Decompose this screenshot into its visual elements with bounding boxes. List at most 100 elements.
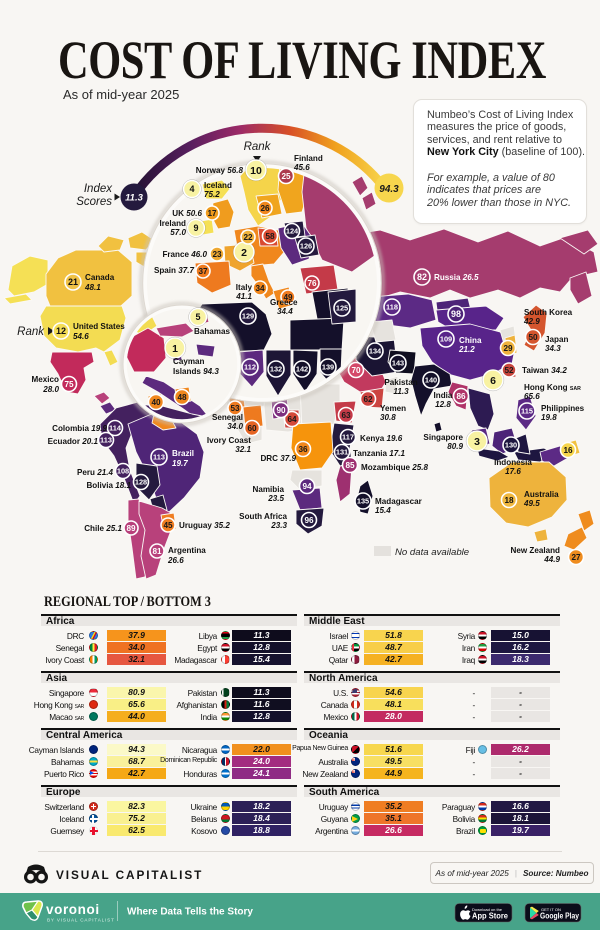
svg-text:94: 94: [302, 482, 312, 491]
svg-text:90: 90: [276, 406, 286, 415]
svg-text:15.4: 15.4: [375, 506, 391, 515]
svg-text:48.1: 48.1: [84, 283, 101, 292]
svg-text:49.5: 49.5: [523, 499, 540, 508]
svg-text:No data available: No data available: [395, 547, 469, 558]
svg-text:Australia: Australia: [524, 490, 559, 499]
svg-text:Bahamas: Bahamas: [194, 327, 230, 336]
svg-text:118: 118: [386, 303, 398, 312]
svg-text:Ecuador 20.1: Ecuador 20.1: [48, 437, 99, 446]
svg-text:16: 16: [563, 446, 573, 455]
svg-text:Rank: Rank: [244, 141, 272, 153]
svg-text:Italy: Italy: [236, 283, 253, 292]
svg-text:Senegal: Senegal: [212, 413, 243, 422]
svg-text:9: 9: [193, 223, 198, 233]
svg-text:32.1: 32.1: [235, 445, 251, 454]
svg-text:UK 50.6: UK 50.6: [172, 209, 202, 218]
svg-text:BY VISUAL CAPITALIST: BY VISUAL CAPITALIST: [47, 918, 115, 923]
svg-text:17.6: 17.6: [505, 467, 521, 476]
svg-text:France 46.0: France 46.0: [162, 250, 207, 259]
svg-text:United States: United States: [73, 322, 125, 331]
svg-text:22: 22: [243, 233, 253, 242]
svg-text:26: 26: [260, 204, 270, 213]
svg-text:App Store: App Store: [472, 912, 509, 921]
svg-text:Index: Index: [84, 183, 113, 195]
svg-text:19.7: 19.7: [172, 459, 188, 468]
svg-text:18: 18: [504, 496, 514, 505]
svg-text:Philippines: Philippines: [541, 404, 585, 413]
svg-text:45: 45: [163, 521, 173, 530]
svg-text:37: 37: [198, 267, 208, 276]
svg-text:Islands 94.3: Islands 94.3: [173, 367, 219, 376]
svg-text:Ireland: Ireland: [159, 219, 186, 228]
svg-text:124: 124: [286, 227, 299, 236]
svg-text:India: India: [434, 391, 453, 400]
svg-text:27: 27: [571, 553, 581, 562]
svg-text:34.3: 34.3: [545, 344, 561, 353]
svg-text:112: 112: [244, 363, 256, 372]
svg-text:Rank: Rank: [17, 326, 45, 338]
svg-text:142: 142: [296, 365, 308, 374]
svg-text:82: 82: [417, 272, 427, 282]
svg-text:South Africa: South Africa: [239, 512, 287, 521]
svg-text:11.3: 11.3: [393, 387, 409, 396]
svg-text:58: 58: [265, 232, 275, 241]
svg-text:Madagascar: Madagascar: [375, 497, 423, 506]
svg-text:117: 117: [342, 433, 354, 442]
svg-text:143: 143: [392, 359, 404, 368]
svg-text:41.1: 41.1: [235, 292, 252, 301]
svg-text:Bolivia 18.1: Bolivia 18.1: [86, 481, 131, 490]
svg-text:130: 130: [505, 441, 517, 450]
svg-text:128: 128: [135, 478, 147, 487]
svg-text:63: 63: [341, 411, 351, 420]
svg-text:89: 89: [126, 524, 136, 533]
svg-text:Colombia 19.9: Colombia 19.9: [52, 424, 107, 433]
svg-text:Mexico: Mexico: [32, 375, 59, 384]
svg-text:30.8: 30.8: [380, 413, 396, 422]
svg-text:DRC 37.9: DRC 37.9: [260, 454, 296, 463]
svg-text:126: 126: [300, 242, 312, 251]
svg-text:Ivory Coast: Ivory Coast: [207, 436, 251, 445]
svg-text:Finland: Finland: [294, 154, 323, 163]
svg-text:Greece: Greece: [270, 298, 298, 307]
svg-text:Mozambique 25.8: Mozambique 25.8: [361, 463, 429, 472]
svg-text:23.5: 23.5: [267, 494, 284, 503]
svg-text:Iceland: Iceland: [204, 181, 232, 190]
svg-text:1: 1: [172, 343, 178, 355]
svg-text:2: 2: [241, 247, 247, 259]
svg-text:Canada: Canada: [85, 273, 115, 282]
svg-text:Russia 26.5: Russia 26.5: [434, 273, 479, 282]
svg-text:75: 75: [64, 380, 74, 389]
svg-text:6: 6: [490, 375, 496, 387]
svg-text:3: 3: [474, 436, 480, 448]
svg-text:140: 140: [425, 376, 437, 385]
svg-text:65.6: 65.6: [524, 392, 540, 401]
svg-text:26.6: 26.6: [167, 556, 184, 565]
svg-text:86: 86: [456, 392, 466, 401]
svg-text:70: 70: [351, 366, 361, 375]
svg-text:5: 5: [195, 312, 200, 322]
svg-text:48: 48: [177, 393, 187, 402]
svg-text:Uruguay 35.2: Uruguay 35.2: [179, 521, 230, 530]
svg-text:53: 53: [230, 404, 240, 413]
svg-text:21.2: 21.2: [458, 345, 475, 354]
svg-text:114: 114: [109, 424, 122, 433]
svg-text:34.0: 34.0: [227, 422, 243, 431]
svg-text:Download on the: Download on the: [472, 907, 503, 912]
svg-text:49: 49: [283, 293, 293, 302]
svg-text:139: 139: [322, 363, 334, 372]
svg-text:Google Play: Google Play: [540, 912, 580, 921]
svg-text:57.0: 57.0: [170, 228, 186, 237]
svg-text:125: 125: [336, 304, 348, 313]
svg-text:80.9: 80.9: [447, 442, 463, 451]
svg-text:voronoi: voronoi: [46, 902, 100, 917]
svg-text:GET IT ON: GET IT ON: [541, 907, 561, 912]
svg-text:21: 21: [68, 277, 78, 287]
svg-text:34.4: 34.4: [277, 307, 293, 316]
svg-text:62: 62: [363, 395, 373, 404]
svg-text:Pakistan: Pakistan: [384, 378, 417, 387]
svg-text:45.6: 45.6: [293, 163, 310, 172]
svg-text:Peru 21.4: Peru 21.4: [77, 468, 114, 477]
svg-text:Argentina: Argentina: [168, 546, 206, 555]
svg-text:28.0: 28.0: [42, 385, 59, 394]
svg-text:135: 135: [357, 497, 369, 506]
